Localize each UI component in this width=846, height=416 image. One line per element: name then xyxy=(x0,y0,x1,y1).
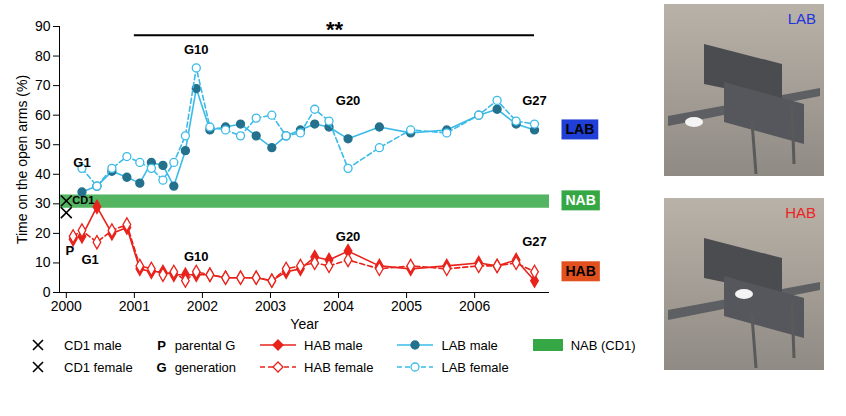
svg-text:Time on the open arms (%): Time on the open arms (%) xyxy=(14,75,30,244)
html-text:LAB female: LAB female xyxy=(441,359,509,375)
svg-text:G20: G20 xyxy=(336,93,361,108)
html-text:parental G: parental G xyxy=(174,337,236,353)
svg-text:30: 30 xyxy=(35,195,51,211)
svg-text:CD1: CD1 xyxy=(72,194,94,206)
svg-text:G10: G10 xyxy=(184,249,209,264)
svg-text:80: 80 xyxy=(35,48,51,64)
html-text:HAB female: HAB female xyxy=(304,359,374,375)
svg-text:70: 70 xyxy=(35,77,51,93)
svg-text:40: 40 xyxy=(35,166,51,182)
svg-text:2005: 2005 xyxy=(391,298,422,314)
svg-text:P: P xyxy=(65,243,74,258)
svg-text:2002: 2002 xyxy=(187,298,218,314)
svg-text:G1: G1 xyxy=(81,252,98,267)
svg-text:2000: 2000 xyxy=(51,298,82,314)
html-text:P: P xyxy=(157,337,166,353)
svg-text:10: 10 xyxy=(35,254,51,270)
svg-text:90: 90 xyxy=(35,18,51,34)
svg-text:60: 60 xyxy=(35,107,51,123)
svg-text:50: 50 xyxy=(35,136,51,152)
svg-text:LAB: LAB xyxy=(788,10,816,27)
svg-text:G10: G10 xyxy=(184,42,209,57)
svg-text:20: 20 xyxy=(35,225,51,241)
svg-text:2004: 2004 xyxy=(323,298,354,314)
svg-text:G27: G27 xyxy=(522,93,547,108)
html-text:G: G xyxy=(156,359,167,375)
html-text:NAB (CD1): NAB (CD1) xyxy=(570,337,636,353)
html-text:CD1 male: CD1 male xyxy=(64,337,122,353)
svg-text:**: ** xyxy=(326,17,344,42)
svg-text:G20: G20 xyxy=(336,229,361,244)
svg-text:G27: G27 xyxy=(522,234,547,249)
html-text:CD1 female: CD1 female xyxy=(64,359,133,375)
svg-text:0: 0 xyxy=(43,284,51,300)
svg-text:HAB: HAB xyxy=(566,263,596,279)
svg-text:HAB: HAB xyxy=(785,204,816,221)
html-text:HAB male: HAB male xyxy=(304,337,363,353)
svg-text:LAB: LAB xyxy=(566,121,595,137)
html-text:LAB male: LAB male xyxy=(441,337,498,353)
svg-text:NAB: NAB xyxy=(566,192,596,208)
svg-text:2001: 2001 xyxy=(119,298,150,314)
svg-text:2003: 2003 xyxy=(255,298,286,314)
svg-text:2006: 2006 xyxy=(459,298,490,314)
svg-text:Year: Year xyxy=(290,316,319,332)
svg-text:G1: G1 xyxy=(73,155,90,170)
html-text:generation: generation xyxy=(174,359,237,375)
